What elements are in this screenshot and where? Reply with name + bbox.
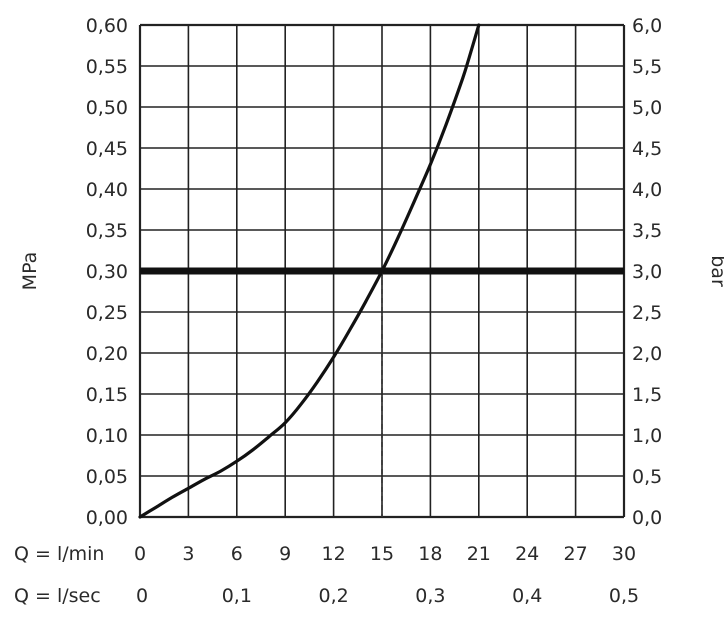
x-row1-tick-label: 15 xyxy=(370,543,394,565)
y-left-tick-label: 0,45 xyxy=(86,138,128,160)
x-row2-tick-label: 0,3 xyxy=(415,585,445,607)
y-left-tick-label: 0,30 xyxy=(86,261,128,283)
y-left-tick-label: 0,00 xyxy=(86,507,128,529)
x-row1-tick-label: 9 xyxy=(279,543,291,565)
y-right-tick-label: 5,5 xyxy=(632,56,662,78)
x-row1-tick-label: 6 xyxy=(231,543,243,565)
y-left-tick-label: 0,50 xyxy=(86,97,128,119)
y-left-tick-label: 0,20 xyxy=(86,343,128,365)
y-left-tick-label: 0,60 xyxy=(86,15,128,37)
y-right-tick-label: 4,0 xyxy=(632,179,662,201)
y-right-tick-label: 3,5 xyxy=(632,220,662,242)
x-row1-tick-label: 12 xyxy=(322,543,346,565)
x-axis-row2-title: Q = l/sec xyxy=(14,585,101,607)
x-row1-tick-label: 27 xyxy=(564,543,588,565)
x-axis-row1-title: Q = l/min xyxy=(14,543,104,565)
y-right-tick-label: 1,5 xyxy=(632,384,662,406)
axis-labels: 0,000,050,100,150,200,250,300,350,400,45… xyxy=(86,15,663,607)
y-right-tick-label: 0,5 xyxy=(632,466,662,488)
series-line xyxy=(138,23,481,519)
x-row2-tick-label: 0,1 xyxy=(222,585,252,607)
y-axis-left-title: MPa xyxy=(19,252,41,291)
x-row2-tick-label: 0,2 xyxy=(318,585,348,607)
y-left-tick-label: 0,10 xyxy=(86,425,128,447)
y-left-tick-label: 0,25 xyxy=(86,302,128,324)
y-left-tick-label: 0,40 xyxy=(86,179,128,201)
x-row2-tick-label: 0,4 xyxy=(512,585,542,607)
x-row1-tick-label: 21 xyxy=(467,543,491,565)
x-row2-tick-label: 0 xyxy=(136,585,148,607)
y-right-tick-label: 3,0 xyxy=(632,261,662,283)
y-left-tick-label: 0,15 xyxy=(86,384,128,406)
y-right-tick-label: 2,5 xyxy=(632,302,662,324)
y-right-tick-label: 2,0 xyxy=(632,343,662,365)
x-row1-tick-label: 0 xyxy=(134,543,146,565)
y-left-tick-label: 0,35 xyxy=(86,220,128,242)
x-row1-tick-label: 30 xyxy=(612,543,636,565)
x-row2-tick-label: 0,5 xyxy=(609,585,639,607)
y-right-tick-label: 0,0 xyxy=(632,507,662,529)
y-left-tick-label: 0,05 xyxy=(86,466,128,488)
y-axis-right-title: bar xyxy=(707,255,724,287)
x-row1-tick-label: 24 xyxy=(515,543,539,565)
plot-area xyxy=(138,23,624,519)
x-row1-tick-label: 18 xyxy=(418,543,442,565)
y-right-tick-label: 6,0 xyxy=(632,15,662,37)
y-left-tick-label: 0,55 xyxy=(86,56,128,78)
y-right-tick-label: 4,5 xyxy=(632,138,662,160)
y-right-tick-label: 1,0 xyxy=(632,425,662,447)
y-right-tick-label: 5,0 xyxy=(632,97,662,119)
x-row1-tick-label: 3 xyxy=(182,543,194,565)
